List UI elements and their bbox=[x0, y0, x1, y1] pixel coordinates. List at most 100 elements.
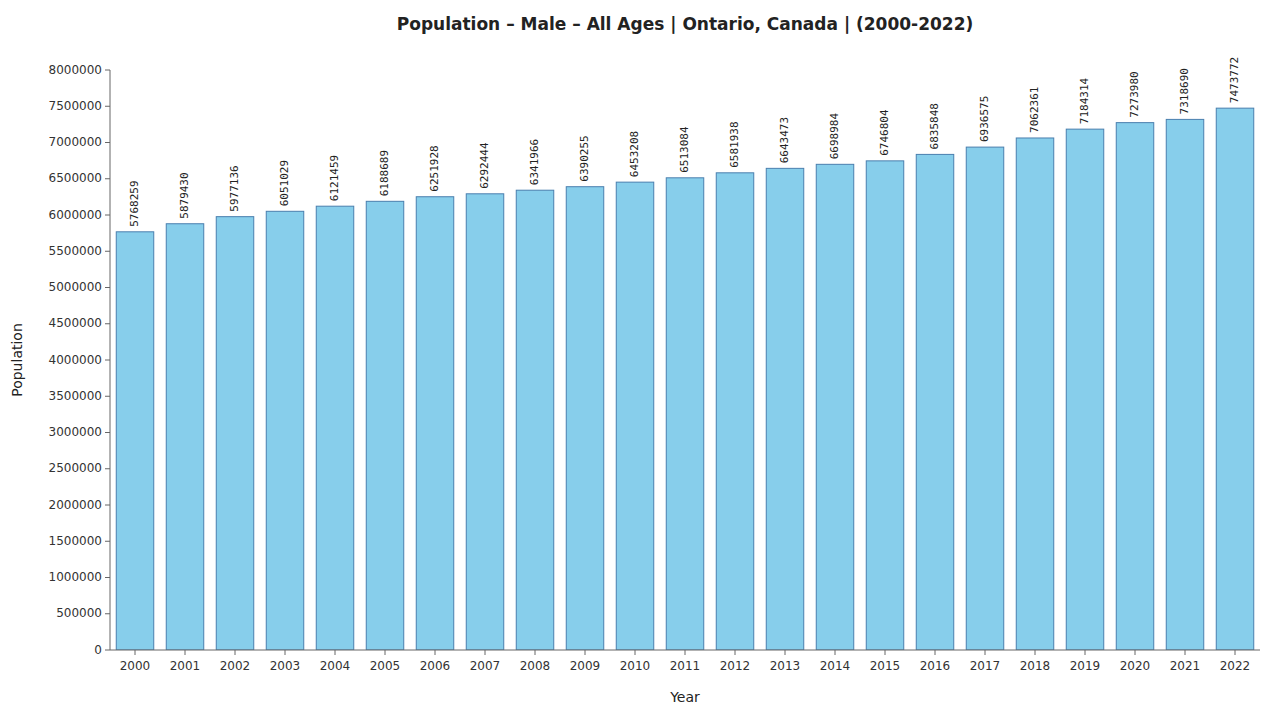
data-label: 6835848 bbox=[928, 103, 941, 149]
y-tick-label: 6500000 bbox=[49, 171, 102, 185]
x-tick-label: 2010 bbox=[620, 659, 651, 673]
x-tick bbox=[1135, 650, 1136, 655]
x-tick-label: 2012 bbox=[720, 659, 751, 673]
bar bbox=[416, 197, 454, 650]
bar bbox=[316, 206, 354, 650]
data-label: 6051029 bbox=[278, 160, 291, 206]
y-tick bbox=[105, 468, 110, 469]
x-tick bbox=[985, 650, 986, 655]
x-tick-label: 2004 bbox=[320, 659, 351, 673]
y-tick bbox=[105, 251, 110, 252]
bar bbox=[466, 194, 504, 650]
bar bbox=[266, 211, 304, 650]
title: Population – Male – All Ages | Ontario, … bbox=[397, 14, 973, 34]
y-tick-label: 6000000 bbox=[49, 208, 102, 222]
bar bbox=[916, 154, 954, 650]
y-tick bbox=[105, 215, 110, 216]
data-label: 6513084 bbox=[678, 126, 691, 173]
y-tick bbox=[105, 70, 110, 71]
data-label: 6341966 bbox=[528, 139, 541, 185]
x-tick bbox=[685, 650, 686, 655]
x-tick-label: 2022 bbox=[1220, 659, 1251, 673]
bar bbox=[216, 217, 254, 650]
bar bbox=[1066, 129, 1104, 650]
x-tick-label: 2011 bbox=[670, 659, 701, 673]
y-tick bbox=[105, 142, 110, 143]
x-tick-label: 2002 bbox=[220, 659, 251, 673]
x-tick bbox=[135, 650, 136, 655]
y-tick bbox=[105, 505, 110, 506]
x-tick-label: 2006 bbox=[420, 659, 451, 673]
bar bbox=[1166, 119, 1204, 650]
data-label: 7184314 bbox=[1078, 77, 1091, 124]
y-tick bbox=[105, 287, 110, 288]
data-label: 6188689 bbox=[378, 150, 391, 196]
x-tick bbox=[1085, 650, 1086, 655]
x-tick bbox=[785, 650, 786, 655]
x-tick bbox=[285, 650, 286, 655]
data-label: 7318690 bbox=[1178, 68, 1191, 114]
x-tick bbox=[235, 650, 236, 655]
bar bbox=[716, 173, 754, 650]
x-tick bbox=[935, 650, 936, 655]
x-tick-label: 2019 bbox=[1070, 659, 1101, 673]
y-tick-label: 500000 bbox=[56, 606, 102, 620]
data-label: 7273980 bbox=[1128, 71, 1141, 117]
x-tick bbox=[385, 650, 386, 655]
data-label: 6643473 bbox=[778, 117, 791, 163]
data-label: 5879430 bbox=[178, 172, 191, 218]
x-tick-label: 2003 bbox=[270, 659, 301, 673]
y-tick bbox=[105, 360, 110, 361]
bar bbox=[1116, 123, 1154, 650]
x-tick-label: 2013 bbox=[770, 659, 801, 673]
data-labels: 5768259587943059771366051029612145961886… bbox=[128, 57, 1241, 227]
bar bbox=[966, 147, 1004, 650]
y-tick-label: 4000000 bbox=[49, 353, 102, 367]
bar bbox=[566, 187, 604, 650]
chart-svg: Population – Male – All Ages | Ontario, … bbox=[0, 0, 1280, 720]
x-tick-label: 2018 bbox=[1020, 659, 1051, 673]
y-tick-label: 4500000 bbox=[49, 316, 102, 330]
bar bbox=[666, 178, 704, 650]
y-tick bbox=[105, 577, 110, 578]
bar bbox=[116, 232, 154, 650]
bars bbox=[116, 108, 1254, 650]
x-tick-label: 2017 bbox=[970, 659, 1001, 673]
data-label: 6936575 bbox=[978, 96, 991, 142]
y-tick bbox=[105, 396, 110, 397]
x-axis: 2000200120022003200420052006200720082009… bbox=[120, 650, 1251, 673]
data-label: 5977136 bbox=[228, 165, 241, 211]
y-tick-label: 0 bbox=[94, 643, 102, 657]
x-axis-line bbox=[110, 650, 1260, 651]
data-label: 7062361 bbox=[1028, 87, 1041, 133]
y-axis-line bbox=[110, 70, 111, 650]
x-tick bbox=[1185, 650, 1186, 655]
x-tick bbox=[585, 650, 586, 655]
y-tick-label: 5500000 bbox=[49, 244, 102, 258]
y-tick-label: 8000000 bbox=[49, 63, 102, 77]
x-tick bbox=[435, 650, 436, 655]
y-tick-label: 2000000 bbox=[49, 498, 102, 512]
data-label: 6746804 bbox=[878, 109, 891, 156]
y-tick-label: 7000000 bbox=[49, 135, 102, 149]
x-tick-label: 2021 bbox=[1170, 659, 1201, 673]
data-label: 5768259 bbox=[128, 180, 141, 226]
y-tick-label: 5000000 bbox=[49, 280, 102, 294]
bar bbox=[816, 164, 854, 650]
x-tick-label: 2001 bbox=[170, 659, 201, 673]
bar bbox=[166, 224, 204, 650]
data-label: 6390255 bbox=[578, 135, 591, 181]
x-tick-label: 2020 bbox=[1120, 659, 1151, 673]
bar bbox=[366, 201, 404, 650]
data-label: 6581938 bbox=[728, 121, 741, 167]
x-tick-label: 2016 bbox=[920, 659, 951, 673]
data-label: 6698984 bbox=[828, 113, 841, 160]
bar bbox=[616, 182, 654, 650]
y-tick bbox=[105, 541, 110, 542]
x-tick bbox=[835, 650, 836, 655]
x-tick-label: 2014 bbox=[820, 659, 851, 673]
y-tick bbox=[105, 106, 110, 107]
data-label: 7473772 bbox=[1228, 57, 1241, 103]
bar bbox=[1216, 108, 1254, 650]
y-tick-label: 7500000 bbox=[49, 99, 102, 113]
